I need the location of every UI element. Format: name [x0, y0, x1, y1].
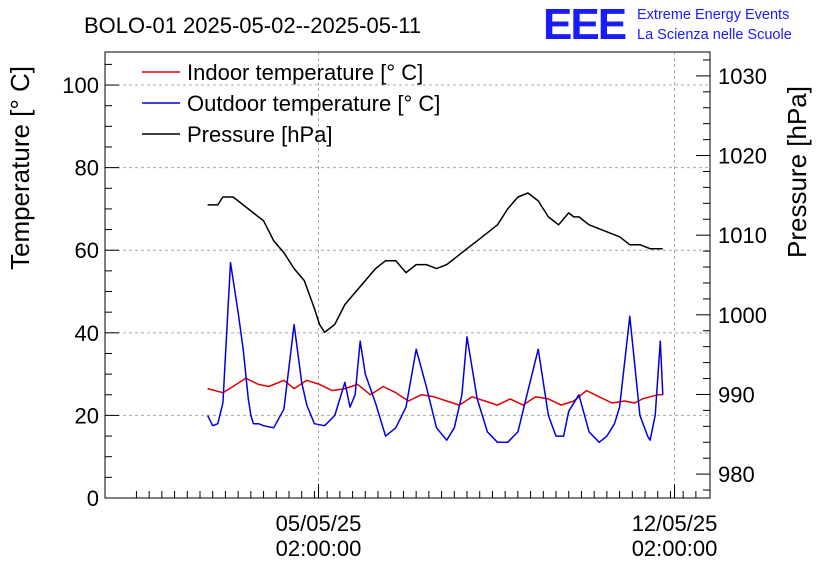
eee-logo-mark: EEE	[543, 0, 626, 49]
series-layer	[206, 192, 664, 444]
y-right-tick-label: 1020	[718, 144, 767, 169]
y-right-tick-label: 990	[718, 382, 755, 407]
y-right-tick-label: 1010	[718, 223, 767, 248]
series-line-pressure-hpa	[207, 192, 663, 334]
y-right-tick-label: 980	[718, 462, 755, 487]
legend: Indoor temperature [° C] Outdoor tempera…	[142, 60, 440, 147]
y-axis-right-label: Pressure [hPa]	[782, 86, 812, 258]
chart-title: BOLO-01 2025-05-02--2025-05-11	[84, 13, 421, 38]
y-axis-left-label: Temperature [° C]	[5, 66, 35, 270]
axes: 0 20 40 60 80 100 980 990 1000 1010 1020 1030 05/05/…	[62, 51, 767, 561]
legend-label-indoor: Indoor temperature [° C]	[187, 60, 423, 85]
eee-logo: EEE Extreme Energy Events La Scienza nel…	[543, 0, 792, 49]
x-tick-label-time: 02:00:00	[632, 536, 718, 561]
x-tick-label-date: 12/05/25	[632, 511, 718, 536]
legend-label-outdoor: Outdoor temperature [° C]	[187, 91, 440, 116]
y-left-tick-label: 20	[75, 403, 99, 428]
y-left-tick-label: 60	[75, 238, 99, 263]
y-left-tick-label: 40	[75, 321, 99, 346]
x-tick-label-time: 02:00:00	[276, 536, 362, 561]
y-right-tick-label: 1000	[718, 303, 767, 328]
x-tick-label-date: 05/05/25	[276, 511, 362, 536]
y-left-tick-label: 100	[62, 73, 99, 98]
legend-label-pressure: Pressure [hPa]	[187, 122, 333, 147]
eee-logo-line1: Extreme Energy Events	[637, 7, 789, 23]
eee-logo-line2: La Scienza nelle Scuole	[637, 27, 792, 43]
grid	[105, 52, 710, 498]
y-left-tick-label: 80	[75, 156, 99, 181]
y-left-tick-label: 0	[87, 486, 99, 511]
series-line-outdoor-temperature-c	[206, 261, 664, 444]
y-right-tick-label: 1030	[718, 64, 767, 89]
plot-frame	[104, 51, 711, 499]
